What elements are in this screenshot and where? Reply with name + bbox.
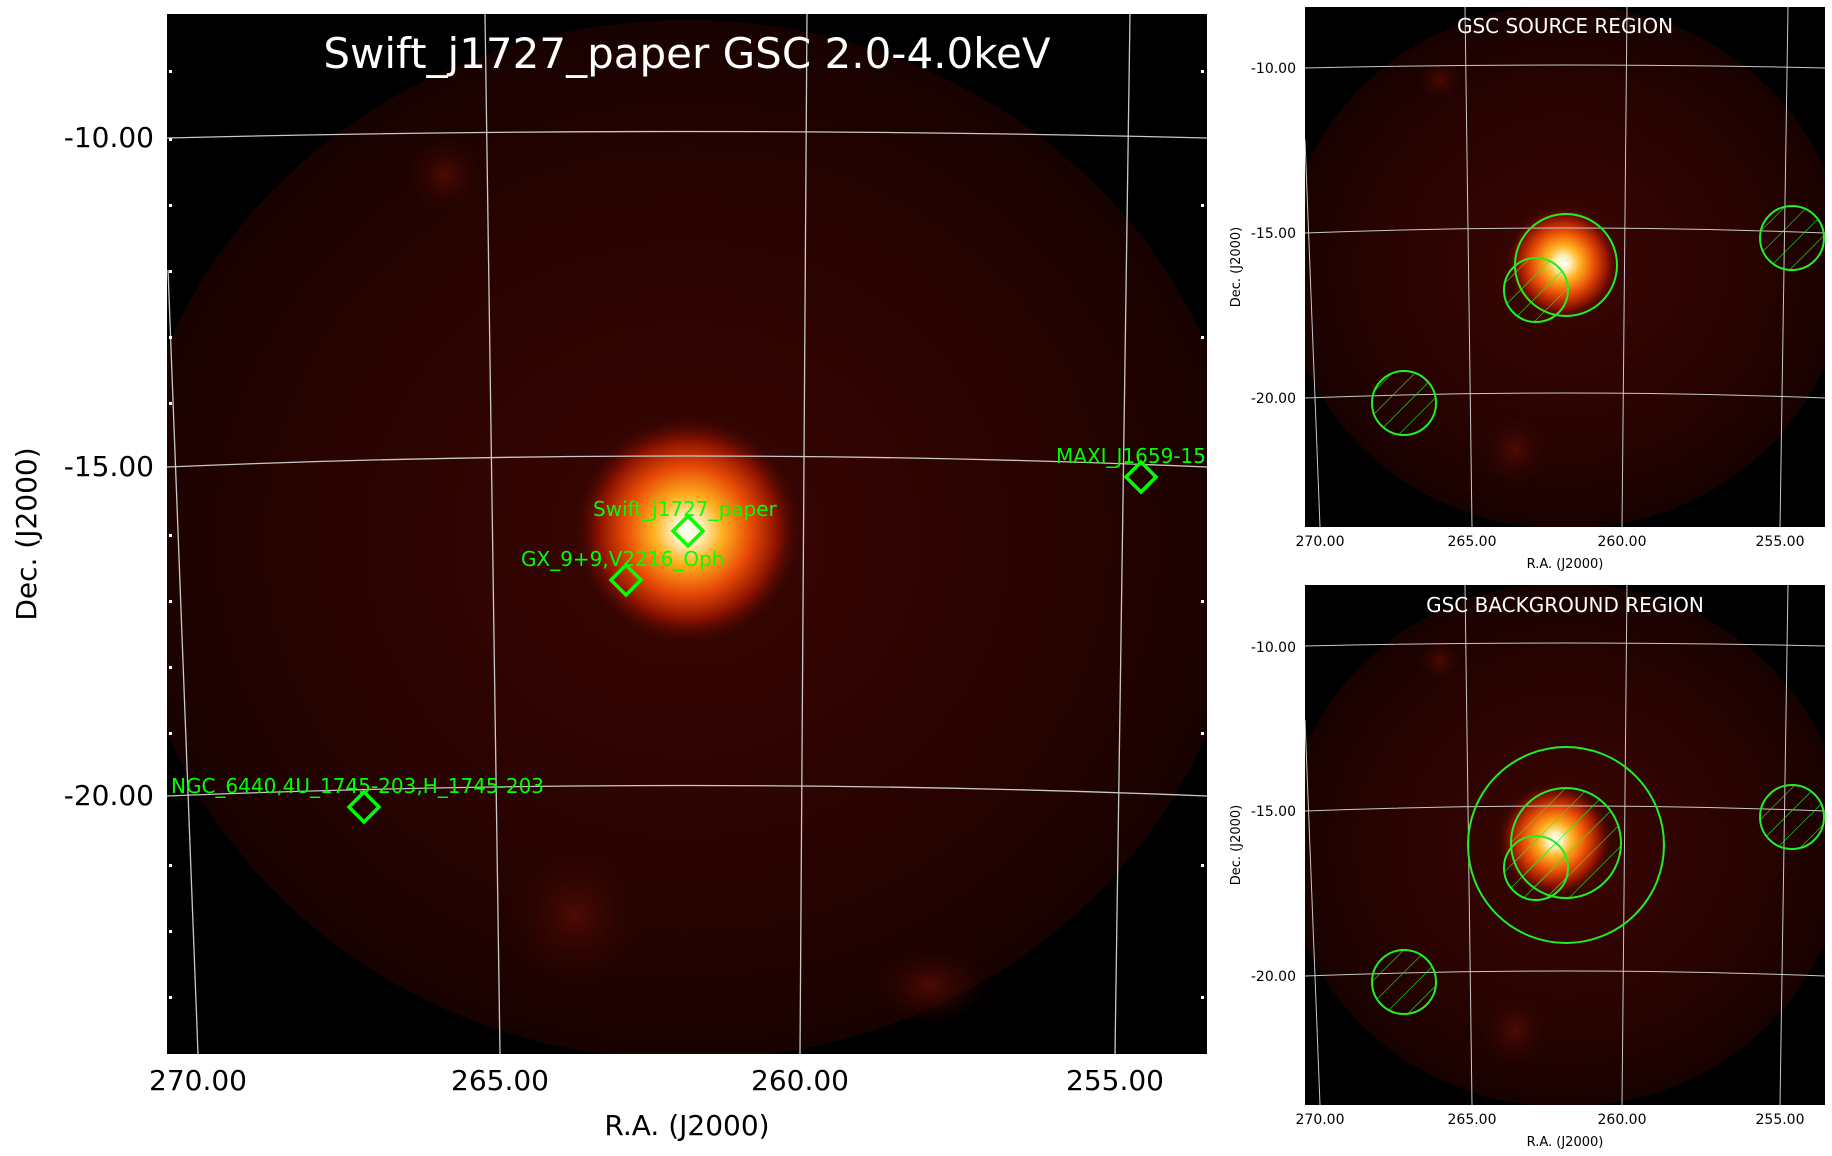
main-ylabel: Dec. (J2000) <box>10 447 43 620</box>
background-axis-labels: -10.00 -15.00 -20.00 270.00 265.00 260.0… <box>1229 640 1805 1150</box>
main-ytick-2: -15.00 <box>64 450 154 483</box>
source-ytick-3: -20.00 <box>1251 391 1296 407</box>
background-xtick-4: 255.00 <box>1756 1112 1805 1128</box>
bg-excluded-region-maxi-j1659[interactable] <box>1759 784 1825 850</box>
background-xlabel: R.A. (J2000) <box>1527 1135 1604 1150</box>
label-ngc-6440: NGC_6440,4U_1745-203,H_1745-203 <box>171 774 544 798</box>
background-xtick-1: 270.00 <box>1296 1112 1345 1128</box>
source-xtick-3: 260.00 <box>1598 534 1647 550</box>
source-panel-title: GSC SOURCE REGION <box>1457 14 1673 38</box>
background-xtick-2: 265.00 <box>1448 1112 1497 1128</box>
label-gx9-9: GX_9+9,V2216_Oph <box>521 547 724 571</box>
background-region-panel: GSC BACKGROUND REGION -10.00 -15.00 -20.… <box>1229 585 1825 1150</box>
background-ytick-1: -10.00 <box>1251 640 1296 656</box>
bg-excluded-region-gx9-9[interactable] <box>1503 835 1569 901</box>
source-xtick-1: 270.00 <box>1296 534 1345 550</box>
main-xtick-3: 260.00 <box>751 1064 849 1097</box>
source-ytick-1: -10.00 <box>1251 61 1296 77</box>
background-regions <box>1371 746 1825 1015</box>
main-coordinate-grid <box>167 14 1207 1054</box>
background-xtick-3: 260.00 <box>1598 1112 1647 1128</box>
source-xlabel: R.A. (J2000) <box>1527 557 1604 572</box>
background-sky-image: GSC BACKGROUND REGION <box>1305 585 1825 1105</box>
main-axis-labels: -10.00 -15.00 -20.00 270.00 265.00 260.0… <box>10 121 1164 1142</box>
source-ytick-2: -15.00 <box>1251 226 1296 242</box>
excluded-region-maxi-j1659[interactable] <box>1759 205 1825 271</box>
source-coordinate-grid <box>1305 7 1825 527</box>
background-ylabel: Dec. (J2000) <box>1229 805 1244 885</box>
source-ylabel: Dec. (J2000) <box>1229 227 1244 307</box>
marker-maxi-j1659[interactable] <box>1123 459 1159 495</box>
excluded-region-gx9-9[interactable] <box>1503 257 1569 323</box>
label-swift-j1727: Swift_j1727_paper <box>593 497 778 521</box>
bg-excluded-region-ngc-6440[interactable] <box>1371 949 1437 1015</box>
excluded-region-ngc-6440[interactable] <box>1371 370 1437 436</box>
source-region-panel: GSC SOURCE REGION -10.00 -15.00 -20.00 2… <box>1229 7 1825 572</box>
background-ytick-2: -15.00 <box>1251 804 1296 820</box>
main-title: Swift_j1727_paper GSC 2.0-4.0keV <box>323 29 1051 78</box>
background-outer-annulus[interactable] <box>1467 746 1665 944</box>
background-ytick-3: -20.00 <box>1251 969 1296 985</box>
background-coordinate-grid <box>1305 585 1825 1105</box>
main-xtick-1: 270.00 <box>149 1064 247 1097</box>
main-panel: Swift_j1727_paper GX_9+9,V2216_Oph MAXI_… <box>10 14 1219 1142</box>
source-xtick-2: 265.00 <box>1448 534 1497 550</box>
main-xlabel: R.A. (J2000) <box>604 1109 769 1142</box>
main-xtick-2: 265.00 <box>451 1064 549 1097</box>
source-axis-labels: -10.00 -15.00 -20.00 270.00 265.00 260.0… <box>1229 61 1805 572</box>
source-sky-image: GSC SOURCE REGION <box>1305 7 1825 527</box>
background-panel-title: GSC BACKGROUND REGION <box>1426 593 1704 617</box>
marker-ngc-6440[interactable] <box>346 789 382 825</box>
main-ytick-3: -20.00 <box>64 779 154 812</box>
source-markers <box>346 459 1159 825</box>
main-tick-marks <box>169 70 1204 999</box>
source-xtick-4: 255.00 <box>1756 534 1805 550</box>
label-maxi-j1659: MAXI_J1659-152 <box>1056 444 1219 468</box>
source-regions <box>1371 205 1825 436</box>
main-ytick-1: -10.00 <box>64 121 154 154</box>
main-sky-image: Swift_j1727_paper GX_9+9,V2216_Oph MAXI_… <box>167 14 1219 1054</box>
marker-swift-j1727[interactable] <box>670 513 706 549</box>
marker-gx9-9[interactable] <box>608 562 644 598</box>
main-xtick-4: 255.00 <box>1066 1064 1164 1097</box>
